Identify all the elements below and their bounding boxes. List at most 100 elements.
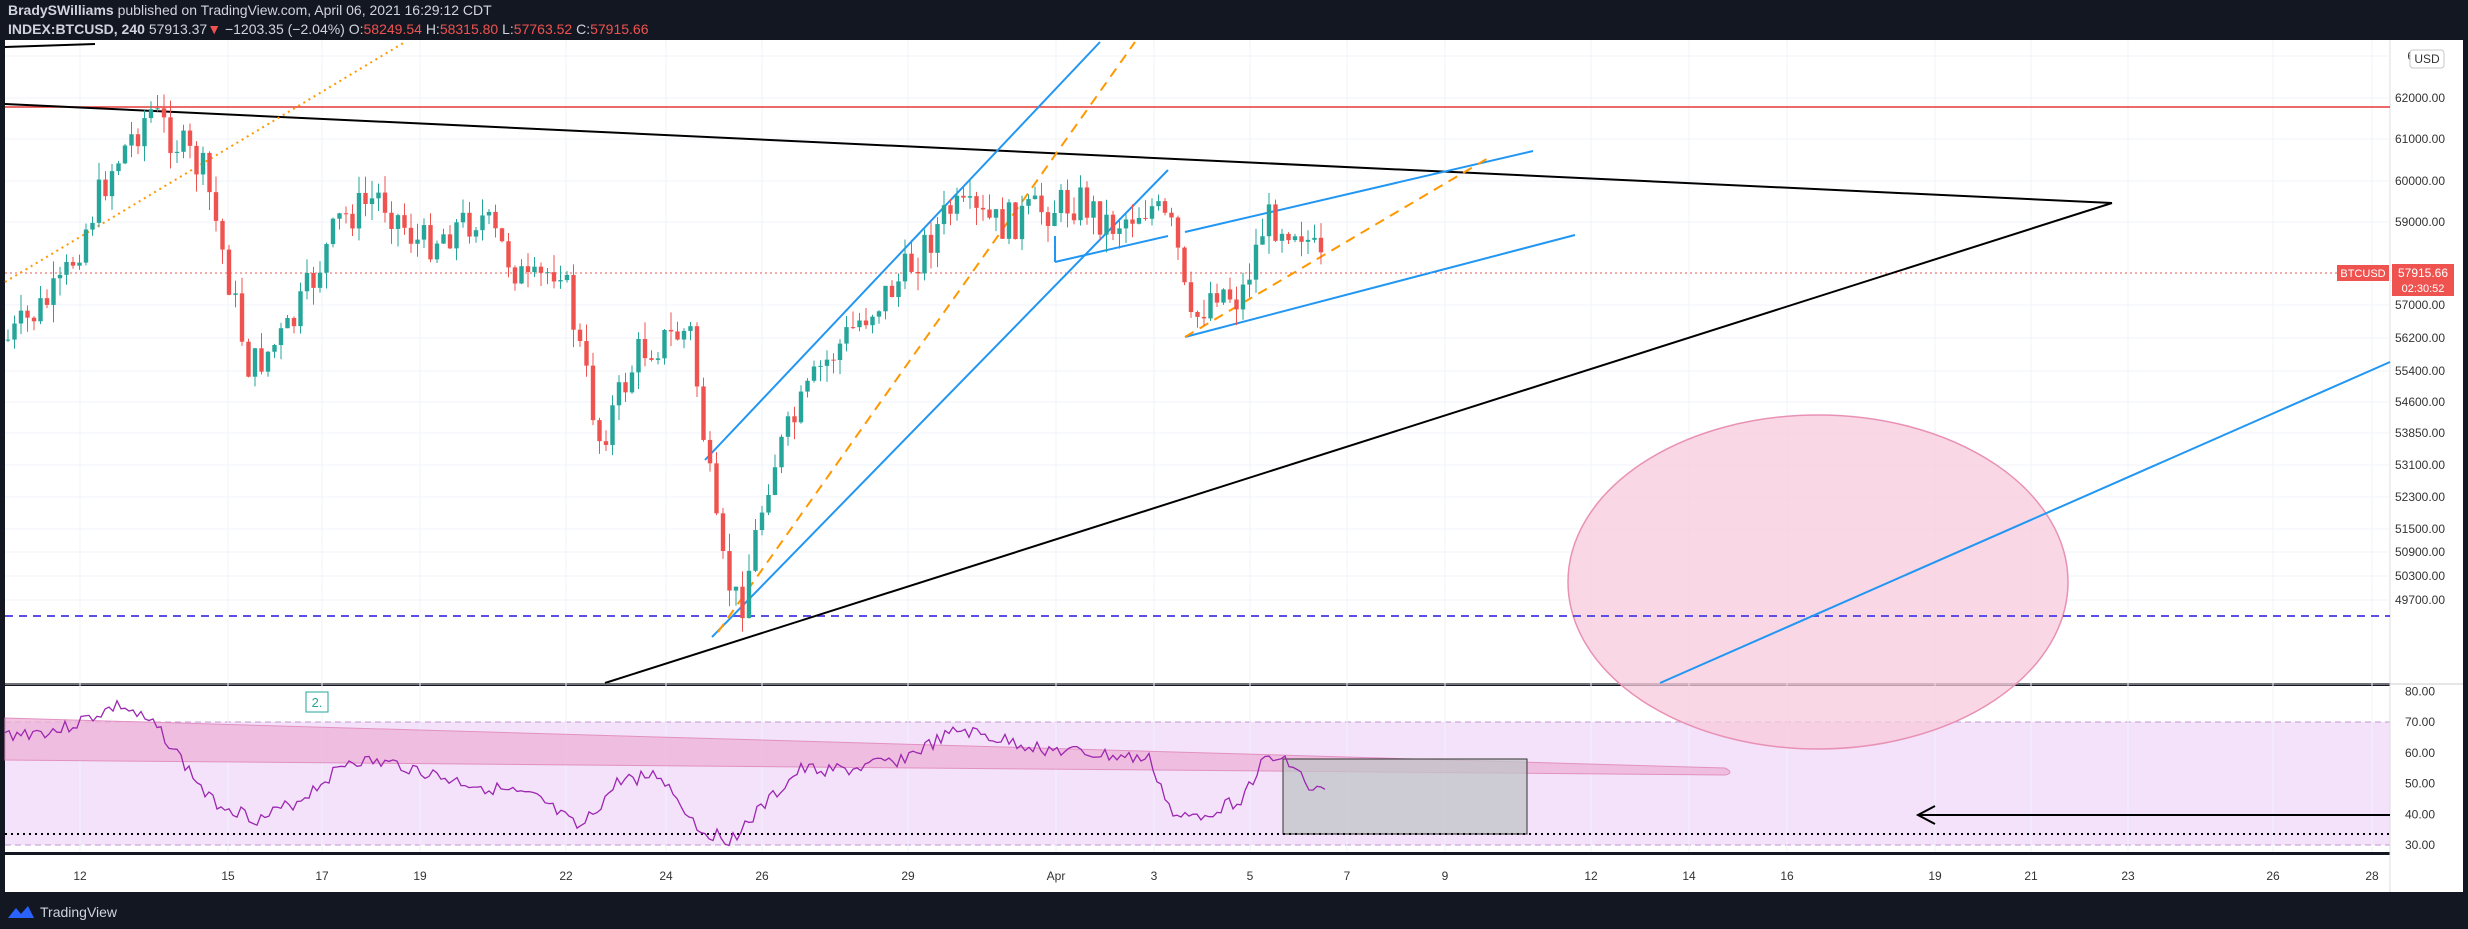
y-tick-label: 54600.00: [2395, 395, 2445, 409]
candle-body: [330, 218, 336, 245]
close-value: 57915.66: [590, 21, 649, 37]
top-left-line[interactable]: [4, 43, 96, 48]
x-axis-strip: [5, 855, 2390, 892]
candle-body: [759, 512, 765, 531]
highlight-circle[interactable]: [1567, 414, 2069, 750]
candle-body: [109, 171, 115, 197]
ohlc-line: INDEX:BTCUSD, 240 57913.37▼ −1203.35 (−2…: [8, 21, 649, 37]
candle-body: [460, 212, 466, 223]
brand-text: TradingView: [40, 904, 118, 920]
candle-body: [135, 134, 141, 147]
candle-body: [668, 329, 674, 332]
wedge-upper[interactable]: [1184, 150, 1534, 233]
candle-body: [772, 467, 778, 495]
candle-body: [980, 207, 986, 210]
candle-body: [428, 225, 433, 260]
rsi-label-box[interactable]: [305, 691, 329, 713]
candle-body: [441, 234, 446, 244]
currency-badge[interactable]: [2409, 49, 2445, 69]
x-tick-label: 26: [755, 869, 769, 883]
price-tag: [2392, 264, 2454, 296]
candle-body: [727, 551, 732, 591]
candle-body: [77, 262, 82, 266]
rsi-path: [4, 699, 1326, 847]
candle-body: [389, 212, 394, 229]
candle-body: [454, 222, 459, 249]
close-label: C:: [576, 21, 591, 37]
candle-body: [935, 224, 940, 253]
candle-body: [337, 213, 342, 219]
x-tick-label: 7: [1344, 869, 1351, 883]
candle-body: [395, 215, 401, 229]
candle-body: [1169, 212, 1174, 218]
symbol-label[interactable]: INDEX:BTCUSD, 240: [8, 21, 145, 37]
candle-body: [519, 266, 524, 284]
candle-body: [259, 348, 264, 372]
x-tick-label: 19: [1928, 869, 1942, 883]
tradingview-logo[interactable]: TradingView: [6, 902, 117, 922]
candle-body: [1318, 237, 1324, 253]
open-label: O:: [348, 21, 364, 37]
candle-body: [1266, 204, 1272, 237]
y-axis-strip[interactable]: [2390, 40, 2463, 892]
x-tick-label: Apr: [1047, 869, 1066, 883]
candle-body: [122, 145, 128, 164]
candle-body: [1130, 219, 1135, 224]
long-trend-line[interactable]: [1659, 361, 2391, 684]
rsi-box[interactable]: [1282, 758, 1528, 835]
candle-body: [1305, 239, 1311, 242]
flag-top-1[interactable]: [1054, 235, 1169, 263]
candle-body: [805, 380, 810, 392]
x-tick-label: 23: [2121, 869, 2135, 883]
candle-body: [766, 494, 771, 513]
candle-body: [954, 195, 960, 214]
channel-upper[interactable]: [704, 41, 1101, 461]
candle-body: [1188, 282, 1194, 312]
candle-body: [616, 382, 622, 406]
candle-body: [720, 513, 726, 552]
candle-body: [155, 108, 160, 110]
candle-body: [1227, 289, 1233, 300]
rsi-line: [4, 699, 1326, 847]
candle-body: [779, 436, 784, 468]
candle-body: [70, 261, 76, 266]
candle-body: [714, 463, 719, 514]
candle-body: [1058, 189, 1064, 214]
channel-mid-dashed[interactable]: [717, 41, 1136, 633]
candle-body: [785, 416, 791, 437]
author-name[interactable]: BradySWilliams: [8, 2, 114, 18]
candle-body: [343, 213, 349, 215]
wedge-lower[interactable]: [1184, 234, 1576, 338]
candle-body: [610, 405, 615, 445]
candle-body: [467, 212, 472, 237]
candle-body: [824, 359, 830, 366]
candle-body: [116, 163, 121, 172]
triangle-lower-line[interactable]: [604, 202, 2113, 684]
x-tick-label: 17: [315, 869, 329, 883]
candle-body: [564, 274, 570, 281]
triangle-upper-line[interactable]: [4, 103, 2113, 204]
candle-body: [239, 293, 245, 342]
y-tick-label: 56200.00: [2395, 331, 2445, 345]
candle-body: [1019, 205, 1025, 240]
y-tick-label: 50300.00: [2395, 569, 2445, 583]
candle-body: [883, 285, 888, 312]
candle-body: [207, 152, 212, 193]
candle-body: [922, 234, 927, 274]
candle-body: [1123, 219, 1129, 229]
x-tick-label: 28: [2365, 869, 2379, 883]
candle-body: [1156, 201, 1161, 207]
candle-body: [1247, 279, 1252, 285]
channel-lower[interactable]: [711, 169, 1169, 638]
candle-body: [90, 222, 95, 230]
candle-body: [25, 310, 30, 318]
candle-body: [733, 586, 739, 591]
candle-body: [246, 341, 251, 377]
x-tick-label: 14: [1682, 869, 1696, 883]
candle-body: [1208, 293, 1213, 319]
candle-body: [174, 151, 180, 153]
published-text: published on TradingView.com, April 06, …: [117, 2, 492, 18]
candle-body: [987, 209, 992, 218]
candle-body: [1221, 289, 1226, 303]
